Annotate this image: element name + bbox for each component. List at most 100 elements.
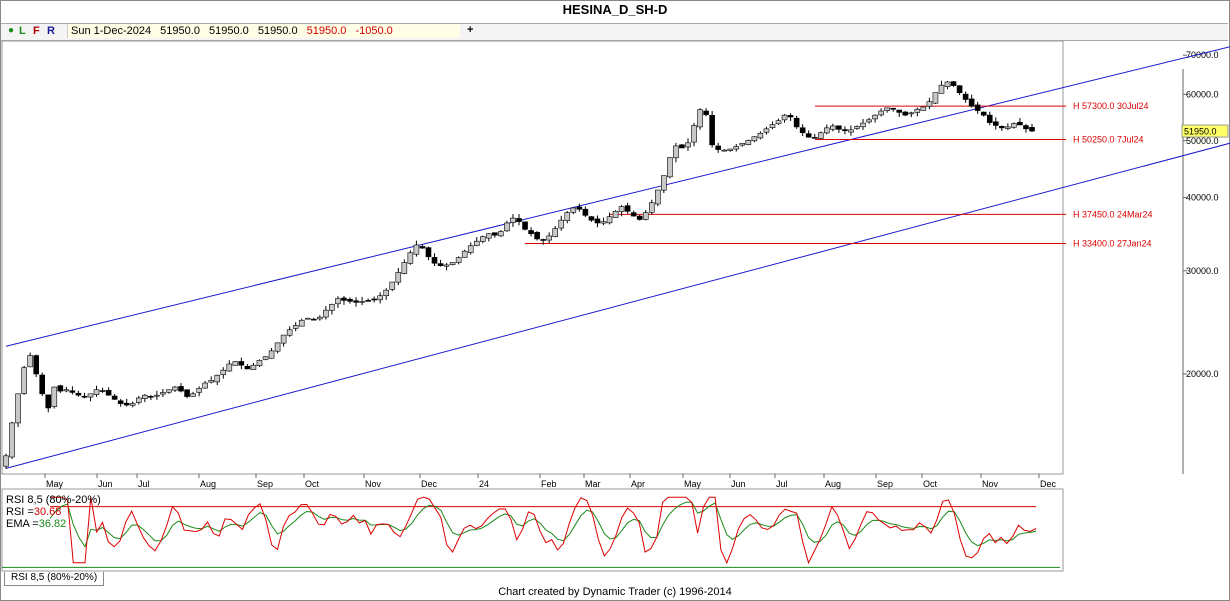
channel-lower-line bbox=[5, 142, 1230, 469]
candle-body bbox=[250, 364, 257, 370]
candle-body bbox=[190, 393, 196, 397]
f-button[interactable]: F bbox=[33, 25, 40, 37]
bar-change: -1050.0 bbox=[355, 25, 393, 37]
candle-body bbox=[618, 206, 625, 213]
ohlc-readout: Sun 1-Dec-2024 51950.0 51950.0 51950.0 5… bbox=[67, 24, 460, 38]
candle-body bbox=[570, 207, 577, 213]
l-button[interactable]: L bbox=[19, 25, 26, 37]
candle-body bbox=[437, 263, 444, 267]
status-dot-icon: ● bbox=[8, 25, 15, 36]
candle-body bbox=[516, 218, 522, 222]
candle-body bbox=[842, 129, 848, 132]
x-tick-label: Dec bbox=[1040, 479, 1057, 489]
candle-body bbox=[196, 388, 202, 393]
candle-body bbox=[836, 125, 842, 130]
candle-body bbox=[413, 244, 420, 255]
candle-body bbox=[733, 146, 740, 150]
candle-body bbox=[679, 144, 685, 149]
y-tick-label: 50000.0 bbox=[1186, 136, 1219, 146]
candle-body bbox=[57, 385, 64, 392]
x-tick-label: Mar bbox=[585, 479, 601, 489]
candle-body bbox=[986, 114, 993, 123]
bar-high: 51950.0 bbox=[209, 25, 249, 37]
candle-body bbox=[510, 217, 516, 223]
candle-body bbox=[950, 81, 957, 86]
candle-body bbox=[268, 350, 275, 359]
candle-body bbox=[781, 114, 788, 121]
candle-body bbox=[600, 221, 607, 224]
y-tick-label: 70000.0 bbox=[1186, 50, 1219, 60]
x-tick-label: Feb bbox=[541, 479, 557, 489]
candle-body bbox=[968, 98, 975, 107]
y-tick-label: 40000.0 bbox=[1186, 193, 1219, 203]
candle-body bbox=[1011, 123, 1017, 128]
candle-body bbox=[81, 395, 88, 398]
candle-body bbox=[443, 264, 450, 267]
candle-body bbox=[739, 143, 746, 146]
candle-body bbox=[1005, 126, 1011, 129]
candle-body bbox=[226, 363, 233, 372]
x-tick-label: May bbox=[684, 479, 702, 489]
candle-body bbox=[129, 403, 136, 406]
candle-body bbox=[691, 125, 697, 143]
candle-body bbox=[184, 389, 190, 397]
candle-body bbox=[944, 81, 951, 87]
bar-close: 51950.0 bbox=[306, 25, 347, 37]
candle-body bbox=[335, 298, 341, 305]
candle-body bbox=[546, 235, 552, 241]
x-tick-label: 24 bbox=[479, 479, 489, 489]
candle-body bbox=[377, 295, 383, 301]
candle-body bbox=[751, 136, 758, 142]
candle-body bbox=[365, 300, 371, 302]
candle-body bbox=[878, 110, 884, 116]
candle-body bbox=[558, 219, 565, 229]
candle-body bbox=[902, 111, 909, 116]
candle-body bbox=[395, 272, 402, 283]
candle-body bbox=[202, 382, 208, 389]
candle-body bbox=[522, 221, 528, 230]
candle-body bbox=[757, 132, 764, 139]
candle-body bbox=[697, 109, 703, 128]
x-tick-label: Nov bbox=[365, 479, 382, 489]
candle-body bbox=[1029, 127, 1035, 132]
candle-body bbox=[582, 208, 589, 216]
candle-body bbox=[552, 228, 559, 237]
candle-body bbox=[673, 145, 679, 159]
candle-body bbox=[39, 374, 46, 395]
candle-body bbox=[419, 246, 426, 249]
candle-body bbox=[123, 402, 130, 406]
candle-body bbox=[932, 92, 939, 104]
candle-body bbox=[142, 394, 148, 399]
candle-body bbox=[111, 395, 118, 400]
candle-body bbox=[341, 297, 347, 301]
candle-body bbox=[896, 109, 903, 113]
rsi-tab[interactable]: RSI 8,5 (80%-20%) bbox=[4, 572, 105, 586]
add-icon[interactable]: + bbox=[467, 24, 474, 36]
candle-body bbox=[528, 230, 534, 235]
candle-body bbox=[974, 104, 981, 111]
candle-body bbox=[298, 319, 305, 327]
ema-readout: EMA =36.82 bbox=[6, 518, 67, 530]
candle-body bbox=[872, 114, 878, 120]
candle-body bbox=[117, 400, 124, 404]
candle-body bbox=[93, 389, 100, 395]
candle-body bbox=[323, 309, 329, 318]
candle-body bbox=[389, 281, 396, 290]
chart-title: HESINA_D_SH-D bbox=[562, 2, 668, 17]
y-tick-label: 60000.0 bbox=[1186, 89, 1219, 99]
rsi-title: RSI 8,5 (80%-20%) bbox=[6, 494, 101, 506]
candle-body bbox=[854, 126, 860, 129]
x-tick-label: Dec bbox=[421, 479, 438, 489]
candle-body bbox=[178, 386, 184, 392]
x-tick-label: Jul bbox=[776, 479, 788, 489]
r-button[interactable]: R bbox=[47, 25, 55, 37]
candle-body bbox=[606, 216, 613, 224]
x-tick-label: Apr bbox=[631, 479, 645, 489]
candle-body bbox=[588, 216, 595, 221]
candle-body bbox=[866, 119, 872, 123]
candle-body bbox=[914, 108, 921, 113]
candle-body bbox=[359, 301, 365, 303]
candle-body bbox=[486, 233, 492, 239]
candle-body bbox=[208, 380, 214, 383]
